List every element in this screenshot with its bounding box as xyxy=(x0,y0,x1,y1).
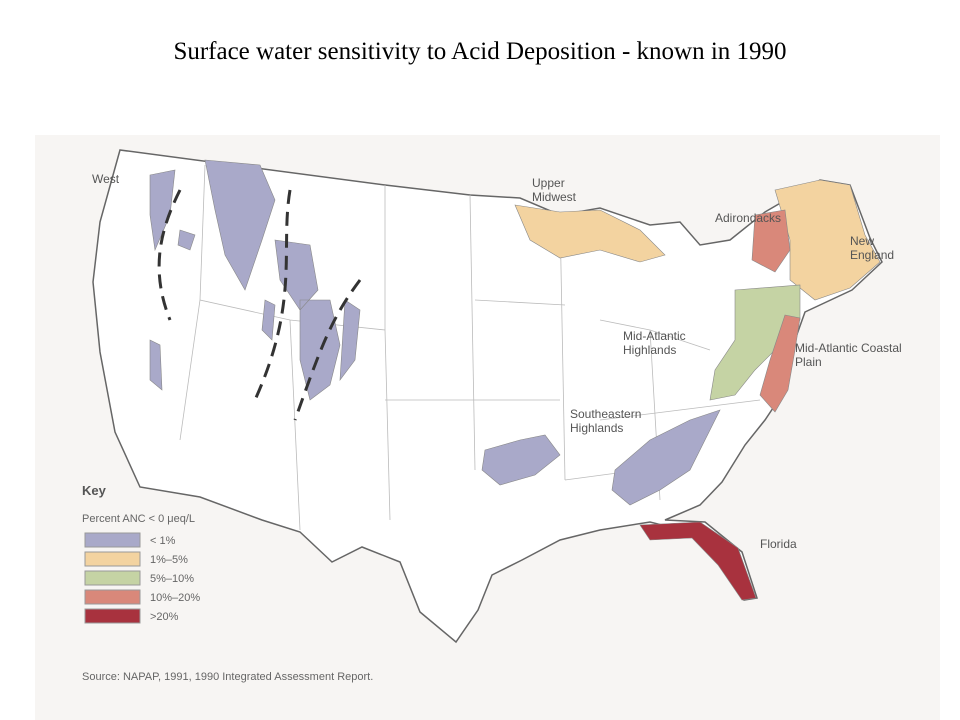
boundary-dashes xyxy=(157,189,362,421)
region-label: West xyxy=(92,172,120,186)
legend-swatch xyxy=(84,532,141,548)
state-lines xyxy=(179,164,761,531)
region-label: Mid-Atlantic Highlands xyxy=(623,329,686,357)
legend-swatch xyxy=(84,589,141,605)
area-gt20 xyxy=(639,521,757,601)
region-label: Southeastern Highlands xyxy=(570,407,641,435)
region-label: Florida xyxy=(760,537,797,551)
region-label: Adirondacks xyxy=(715,211,781,225)
area-5-10 xyxy=(709,284,801,401)
legend-swatch xyxy=(84,570,141,586)
source: Source: NAPAP, 1991, 1990 Integrated Ass… xyxy=(82,671,373,683)
legend-label: >20% xyxy=(150,611,179,623)
sensitive-areas xyxy=(149,159,881,601)
area-10-20 xyxy=(751,209,801,413)
legend-label: < 1% xyxy=(150,535,176,547)
area-1-5 xyxy=(514,179,881,301)
region-label: Mid-Atlantic Coastal Plain xyxy=(795,341,902,369)
legend-title: Key xyxy=(82,483,107,498)
legend-label: 10%–20% xyxy=(150,592,200,604)
legend-subtitle: Percent ANC < 0 μeq/L xyxy=(82,513,195,525)
legend-swatch xyxy=(84,608,141,624)
legend-label: 5%–10% xyxy=(150,573,194,585)
region-label: New England xyxy=(850,234,894,262)
region-label: Upper Midwest xyxy=(532,176,577,204)
legend-swatch xyxy=(84,551,141,567)
page-title: Surface water sensitivity to Acid Deposi… xyxy=(173,38,787,65)
legend-label: 1%–5% xyxy=(150,554,188,566)
